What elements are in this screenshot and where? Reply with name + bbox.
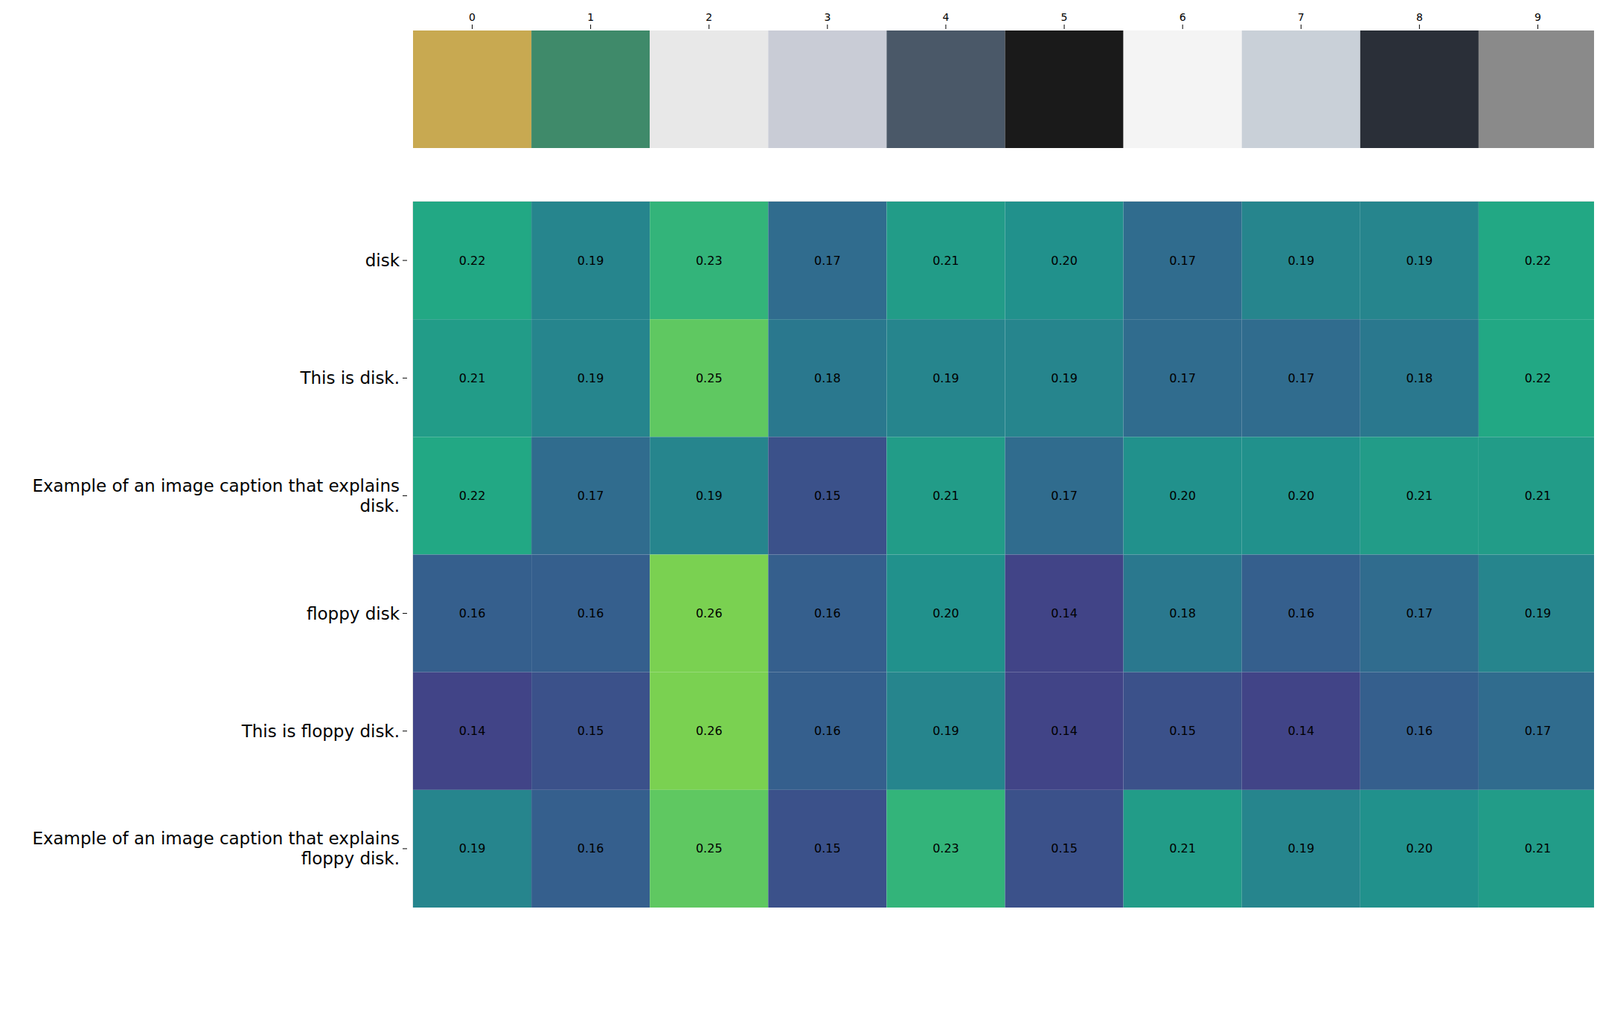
svg-text:3: 3 (823, 11, 831, 24)
svg-text:0.25: 0.25 (695, 371, 723, 386)
svg-text:0.23: 0.23 (932, 841, 960, 856)
svg-text:0.21: 0.21 (1524, 841, 1552, 856)
svg-text:2: 2 (705, 11, 713, 24)
svg-text:0.17: 0.17 (577, 488, 605, 504)
svg-text:0.16: 0.16 (577, 841, 605, 856)
svg-text:0.26: 0.26 (695, 724, 723, 739)
svg-text:0.17: 0.17 (814, 253, 841, 268)
svg-text:0.22: 0.22 (459, 488, 486, 504)
svg-text:0.21: 0.21 (1169, 841, 1196, 856)
svg-text:0.17: 0.17 (1169, 253, 1196, 268)
svg-text:0.19: 0.19 (932, 371, 960, 386)
svg-text:7: 7 (1297, 11, 1305, 24)
svg-text:0.16: 0.16 (814, 606, 841, 621)
svg-text:0.16: 0.16 (459, 606, 486, 621)
svg-text:Example of an image caption th: Example of an image caption that explain… (32, 829, 400, 869)
svg-text:0.19: 0.19 (1050, 371, 1078, 386)
svg-text:0.16: 0.16 (814, 724, 841, 739)
svg-text:8: 8 (1416, 11, 1423, 24)
svg-text:5: 5 (1061, 11, 1068, 24)
svg-text:0.21: 0.21 (932, 488, 960, 504)
svg-text:0.19: 0.19 (932, 724, 960, 739)
svg-text:9: 9 (1534, 11, 1542, 24)
svg-text:0.19: 0.19 (1524, 606, 1552, 621)
svg-text:0.19: 0.19 (695, 488, 723, 504)
svg-text:0.15: 0.15 (1050, 841, 1078, 856)
svg-text:0.20: 0.20 (932, 606, 960, 621)
svg-text:0.23: 0.23 (695, 253, 723, 268)
svg-text:0.18: 0.18 (1406, 371, 1434, 386)
svg-text:0.19: 0.19 (1287, 253, 1315, 268)
svg-text:0.21: 0.21 (1406, 488, 1434, 504)
svg-text:0.16: 0.16 (577, 606, 605, 621)
svg-text:0.19: 0.19 (1287, 841, 1315, 856)
svg-text:0.15: 0.15 (1169, 724, 1196, 739)
svg-text:0.20: 0.20 (1287, 488, 1315, 504)
svg-text:0.22: 0.22 (1524, 253, 1552, 268)
svg-text:This is disk.: This is disk. (299, 368, 400, 388)
svg-text:0.22: 0.22 (1524, 371, 1552, 386)
svg-text:0.19: 0.19 (1406, 253, 1434, 268)
svg-text:0.25: 0.25 (695, 841, 723, 856)
svg-text:floppy disk: floppy disk (306, 604, 401, 624)
svg-text:0.14: 0.14 (1050, 606, 1078, 621)
svg-text:0.21: 0.21 (459, 371, 486, 386)
svg-text:0.20: 0.20 (1169, 488, 1196, 504)
svg-text:0.20: 0.20 (1050, 253, 1078, 268)
svg-text:0.18: 0.18 (1169, 606, 1196, 621)
svg-text:0.19: 0.19 (577, 371, 605, 386)
svg-text:0.17: 0.17 (1406, 606, 1434, 621)
svg-text:4: 4 (942, 11, 949, 24)
svg-text:0.19: 0.19 (459, 841, 486, 856)
svg-text:0.21: 0.21 (932, 253, 960, 268)
svg-text:0.14: 0.14 (459, 724, 486, 739)
svg-text:0.15: 0.15 (814, 841, 841, 856)
svg-text:0.17: 0.17 (1524, 724, 1552, 739)
svg-text:0.17: 0.17 (1287, 371, 1315, 386)
svg-text:0: 0 (468, 11, 476, 24)
svg-text:6: 6 (1179, 11, 1187, 24)
svg-text:0.17: 0.17 (1169, 371, 1196, 386)
svg-text:0.17: 0.17 (1050, 488, 1078, 504)
svg-text:This is floppy disk.: This is floppy disk. (241, 721, 400, 742)
svg-text:0.16: 0.16 (1287, 606, 1315, 621)
svg-text:0.15: 0.15 (577, 724, 605, 739)
svg-text:disk: disk (365, 250, 401, 271)
svg-text:0.22: 0.22 (459, 253, 486, 268)
svg-text:0.19: 0.19 (577, 253, 605, 268)
svg-text:0.14: 0.14 (1050, 724, 1078, 739)
svg-text:0.16: 0.16 (1406, 724, 1434, 739)
svg-text:Example of an image caption th: Example of an image caption that explain… (32, 476, 400, 516)
svg-text:1: 1 (587, 11, 594, 24)
svg-text:0.26: 0.26 (695, 606, 723, 621)
svg-text:0.21: 0.21 (1524, 488, 1552, 504)
svg-text:0.20: 0.20 (1406, 841, 1434, 856)
svg-text:0.15: 0.15 (814, 488, 841, 504)
svg-text:0.18: 0.18 (814, 371, 841, 386)
svg-text:0.14: 0.14 (1287, 724, 1315, 739)
